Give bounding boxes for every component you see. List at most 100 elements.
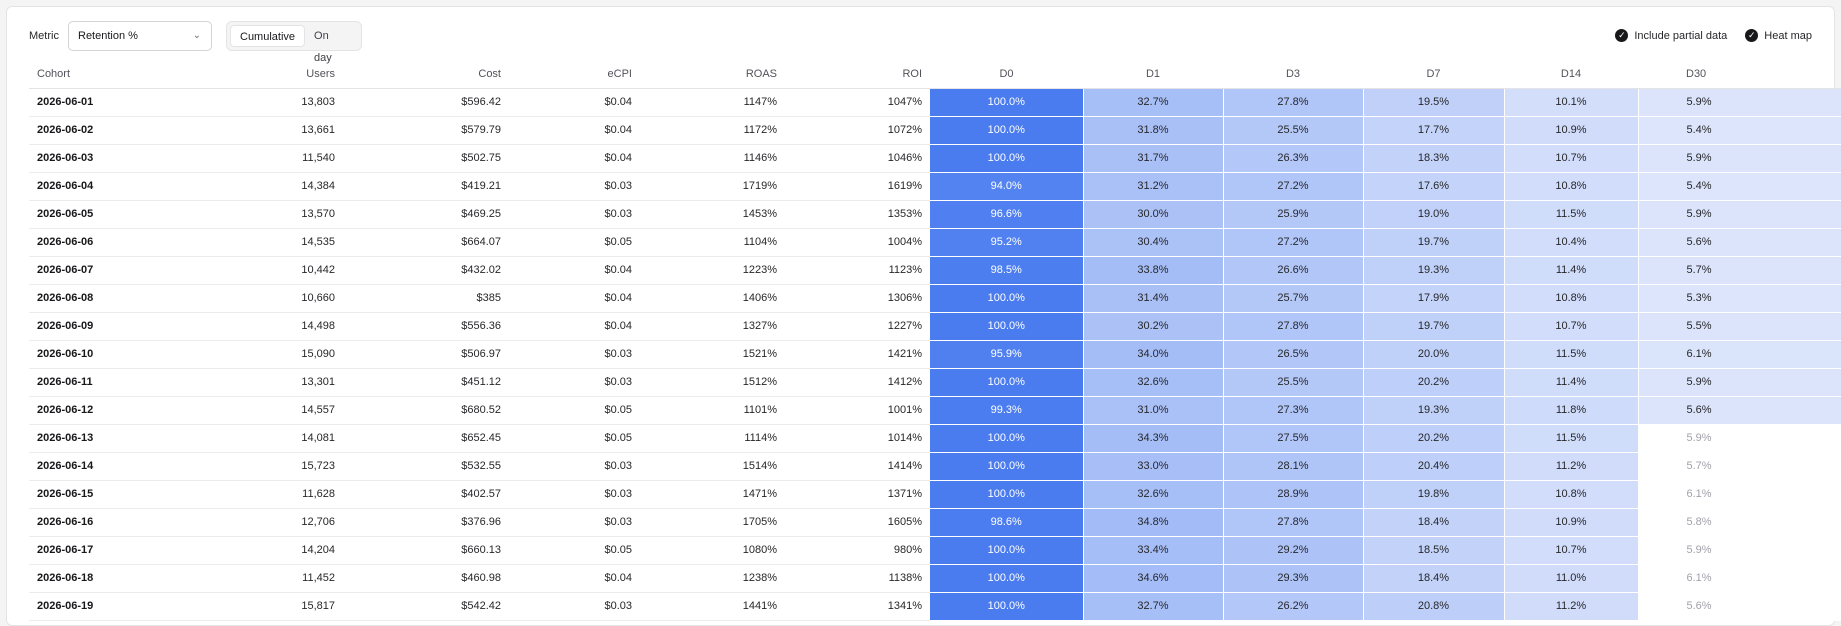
retention-d7-cell: 20.0% — [1363, 340, 1505, 369]
retention-d0-cell: 98.5% — [930, 256, 1084, 285]
roas-cell: 1172% — [640, 116, 785, 145]
retention-d3-cell: 27.8% — [1223, 312, 1364, 341]
col-d14[interactable]: D14 — [1504, 60, 1638, 89]
retention-d7-cell: 20.4% — [1363, 452, 1505, 481]
roas-cell: 1104% — [640, 228, 785, 257]
retention-d30-cell: 5.9% — [1638, 88, 1841, 117]
ecpi-cell: $0.04 — [509, 144, 640, 173]
retention-d0-cell: 100.0% — [930, 536, 1084, 565]
ecpi-cell: $0.04 — [509, 116, 640, 145]
roi-cell: 1421% — [785, 340, 930, 369]
col-cohort[interactable]: Cohort — [29, 60, 189, 89]
cohort-cell: 2026-06-02 — [29, 116, 189, 145]
retention-d0-cell: 100.0% — [930, 368, 1084, 397]
table-row[interactable]: 2026-06-02 13,661 $579.79 $0.04 1172% 1072% 10… — [29, 116, 1841, 145]
col-d1[interactable]: D1 — [1083, 60, 1223, 89]
retention-d1-cell: 31.2% — [1083, 172, 1224, 201]
col-d0[interactable]: D0 — [930, 60, 1083, 89]
table-row[interactable]: 2026-06-11 13,301 $451.12 $0.03 1512% 1412% 10… — [29, 368, 1841, 397]
retention-d1-cell: 32.7% — [1083, 592, 1224, 621]
users-cell: 15,817 — [189, 592, 343, 621]
roas-cell: 1453% — [640, 200, 785, 229]
col-ecpi[interactable]: eCPI — [509, 60, 640, 89]
cohort-cell: 2026-06-09 — [29, 312, 189, 341]
segment-on-day[interactable]: On day — [314, 30, 332, 64]
users-cell: 14,081 — [189, 424, 343, 453]
retention-d1-cell: 31.0% — [1083, 396, 1224, 425]
retention-d30-cell: 6.1% — [1637, 480, 1841, 509]
retention-d1-cell: 30.4% — [1083, 228, 1224, 257]
table-row[interactable]: 2026-06-14 15,723 $532.55 $0.03 1514% 1414% 10… — [29, 452, 1841, 481]
ecpi-cell: $0.03 — [509, 172, 640, 201]
cohort-table: Cohort Users Cost eCPI ROAS ROI D0 D1 D3… — [29, 60, 1841, 621]
table-row[interactable]: 2026-06-17 14,204 $660.13 $0.05 1080% 980% 100… — [29, 536, 1841, 565]
cost-cell: $556.36 — [343, 312, 509, 341]
cost-cell: $460.98 — [343, 564, 509, 593]
table-row[interactable]: 2026-06-13 14,081 $652.45 $0.05 1114% 1014% 10… — [29, 424, 1841, 453]
cohort-cell: 2026-06-07 — [29, 256, 189, 285]
table-row[interactable]: 2026-06-19 15,817 $542.42 $0.03 1441% 1341% 10… — [29, 592, 1841, 621]
cost-cell: $502.75 — [343, 144, 509, 173]
retention-d7-cell: 19.5% — [1363, 88, 1505, 117]
users-cell: 15,090 — [189, 340, 343, 369]
retention-d7-cell: 19.7% — [1363, 312, 1505, 341]
table-row[interactable]: 2026-06-07 10,442 $432.02 $0.04 1223% 1123% 98… — [29, 256, 1841, 285]
table-row[interactable]: 2026-06-12 14,557 $680.52 $0.05 1101% 1001% 99… — [29, 396, 1841, 425]
ecpi-cell: $0.04 — [509, 312, 640, 341]
header-row: Cohort Users Cost eCPI ROAS ROI D0 D1 D3… — [29, 60, 1841, 89]
table-row[interactable]: 2026-06-03 11,540 $502.75 $0.04 1146% 1046% 10… — [29, 144, 1841, 173]
table-row[interactable]: 2026-06-09 14,498 $556.36 $0.04 1327% 1227% 10… — [29, 312, 1841, 341]
roas-cell: 1238% — [640, 564, 785, 593]
cohort-cell: 2026-06-03 — [29, 144, 189, 173]
cost-cell: $432.02 — [343, 256, 509, 285]
retention-d7-cell: 18.4% — [1363, 508, 1505, 537]
table-row[interactable]: 2026-06-15 11,628 $402.57 $0.03 1471% 1371% 10… — [29, 480, 1841, 509]
retention-d14-cell: 11.4% — [1504, 256, 1639, 285]
retention-d0-cell: 95.2% — [930, 228, 1084, 257]
retention-d14-cell: 11.8% — [1504, 396, 1639, 425]
ecpi-cell: $0.03 — [509, 452, 640, 481]
segment-cumulative[interactable]: Cumulative — [230, 25, 306, 47]
table-row[interactable]: 2026-06-16 12,706 $376.96 $0.03 1705% 1605% 98… — [29, 508, 1841, 537]
table-row[interactable]: 2026-06-01 13,803 $596.42 $0.04 1147% 1047% 10… — [29, 88, 1841, 117]
cost-cell: $506.97 — [343, 340, 509, 369]
retention-d7-cell: 19.8% — [1363, 480, 1505, 509]
cohort-cell: 2026-06-15 — [29, 480, 189, 509]
roi-cell: 1412% — [785, 368, 930, 397]
table-row[interactable]: 2026-06-05 13,570 $469.25 $0.03 1453% 1353% 96… — [29, 200, 1841, 229]
retention-d1-cell: 33.8% — [1083, 256, 1224, 285]
users-cell: 10,442 — [189, 256, 343, 285]
col-users[interactable]: Users — [189, 60, 343, 89]
toolbar: Metric Retention % ⌄ Cumulative On day ✓… — [29, 21, 1812, 64]
retention-d14-cell: 10.7% — [1504, 312, 1639, 341]
cohort-cell: 2026-06-06 — [29, 228, 189, 257]
col-d3[interactable]: D3 — [1223, 60, 1363, 89]
ecpi-cell: $0.04 — [509, 256, 640, 285]
table-row[interactable]: 2026-06-18 11,452 $460.98 $0.04 1238% 1138% 10… — [29, 564, 1841, 593]
ecpi-cell: $0.04 — [509, 88, 640, 117]
col-d7[interactable]: D7 — [1363, 60, 1504, 89]
cohort-cell: 2026-06-10 — [29, 340, 189, 369]
ecpi-cell: $0.04 — [509, 284, 640, 313]
retention-d30-cell: 5.9% — [1638, 144, 1841, 173]
ecpi-cell: $0.05 — [509, 228, 640, 257]
heat-map-checkbox[interactable]: ✓ Heat map — [1745, 29, 1812, 42]
col-d30[interactable]: D30 — [1638, 60, 1841, 89]
include-partial-checkbox[interactable]: ✓ Include partial data — [1615, 29, 1727, 42]
col-roi[interactable]: ROI — [785, 60, 930, 89]
roas-cell: 1719% — [640, 172, 785, 201]
retention-d30-cell: 6.1% — [1638, 340, 1841, 369]
roas-cell: 1080% — [640, 536, 785, 565]
metric-select[interactable]: Retention % ⌄ — [68, 21, 212, 51]
table-row[interactable]: 2026-06-08 10,660 $385 $0.04 1406% 1306% 100.0… — [29, 284, 1841, 313]
retention-d14-cell: 10.7% — [1504, 536, 1639, 565]
col-cost[interactable]: Cost — [343, 60, 509, 89]
table-row[interactable]: 2026-06-04 14,384 $419.21 $0.03 1719% 1619% 94… — [29, 172, 1841, 201]
col-roas[interactable]: ROAS — [640, 60, 785, 89]
retention-d14-cell: 11.5% — [1504, 340, 1639, 369]
table-row[interactable]: 2026-06-06 14,535 $664.07 $0.05 1104% 1004% 95… — [29, 228, 1841, 257]
retention-d0-cell: 94.0% — [930, 172, 1084, 201]
table-row[interactable]: 2026-06-10 15,090 $506.97 $0.03 1521% 1421% 95… — [29, 340, 1841, 369]
users-cell: 12,706 — [189, 508, 343, 537]
users-cell: 11,452 — [189, 564, 343, 593]
